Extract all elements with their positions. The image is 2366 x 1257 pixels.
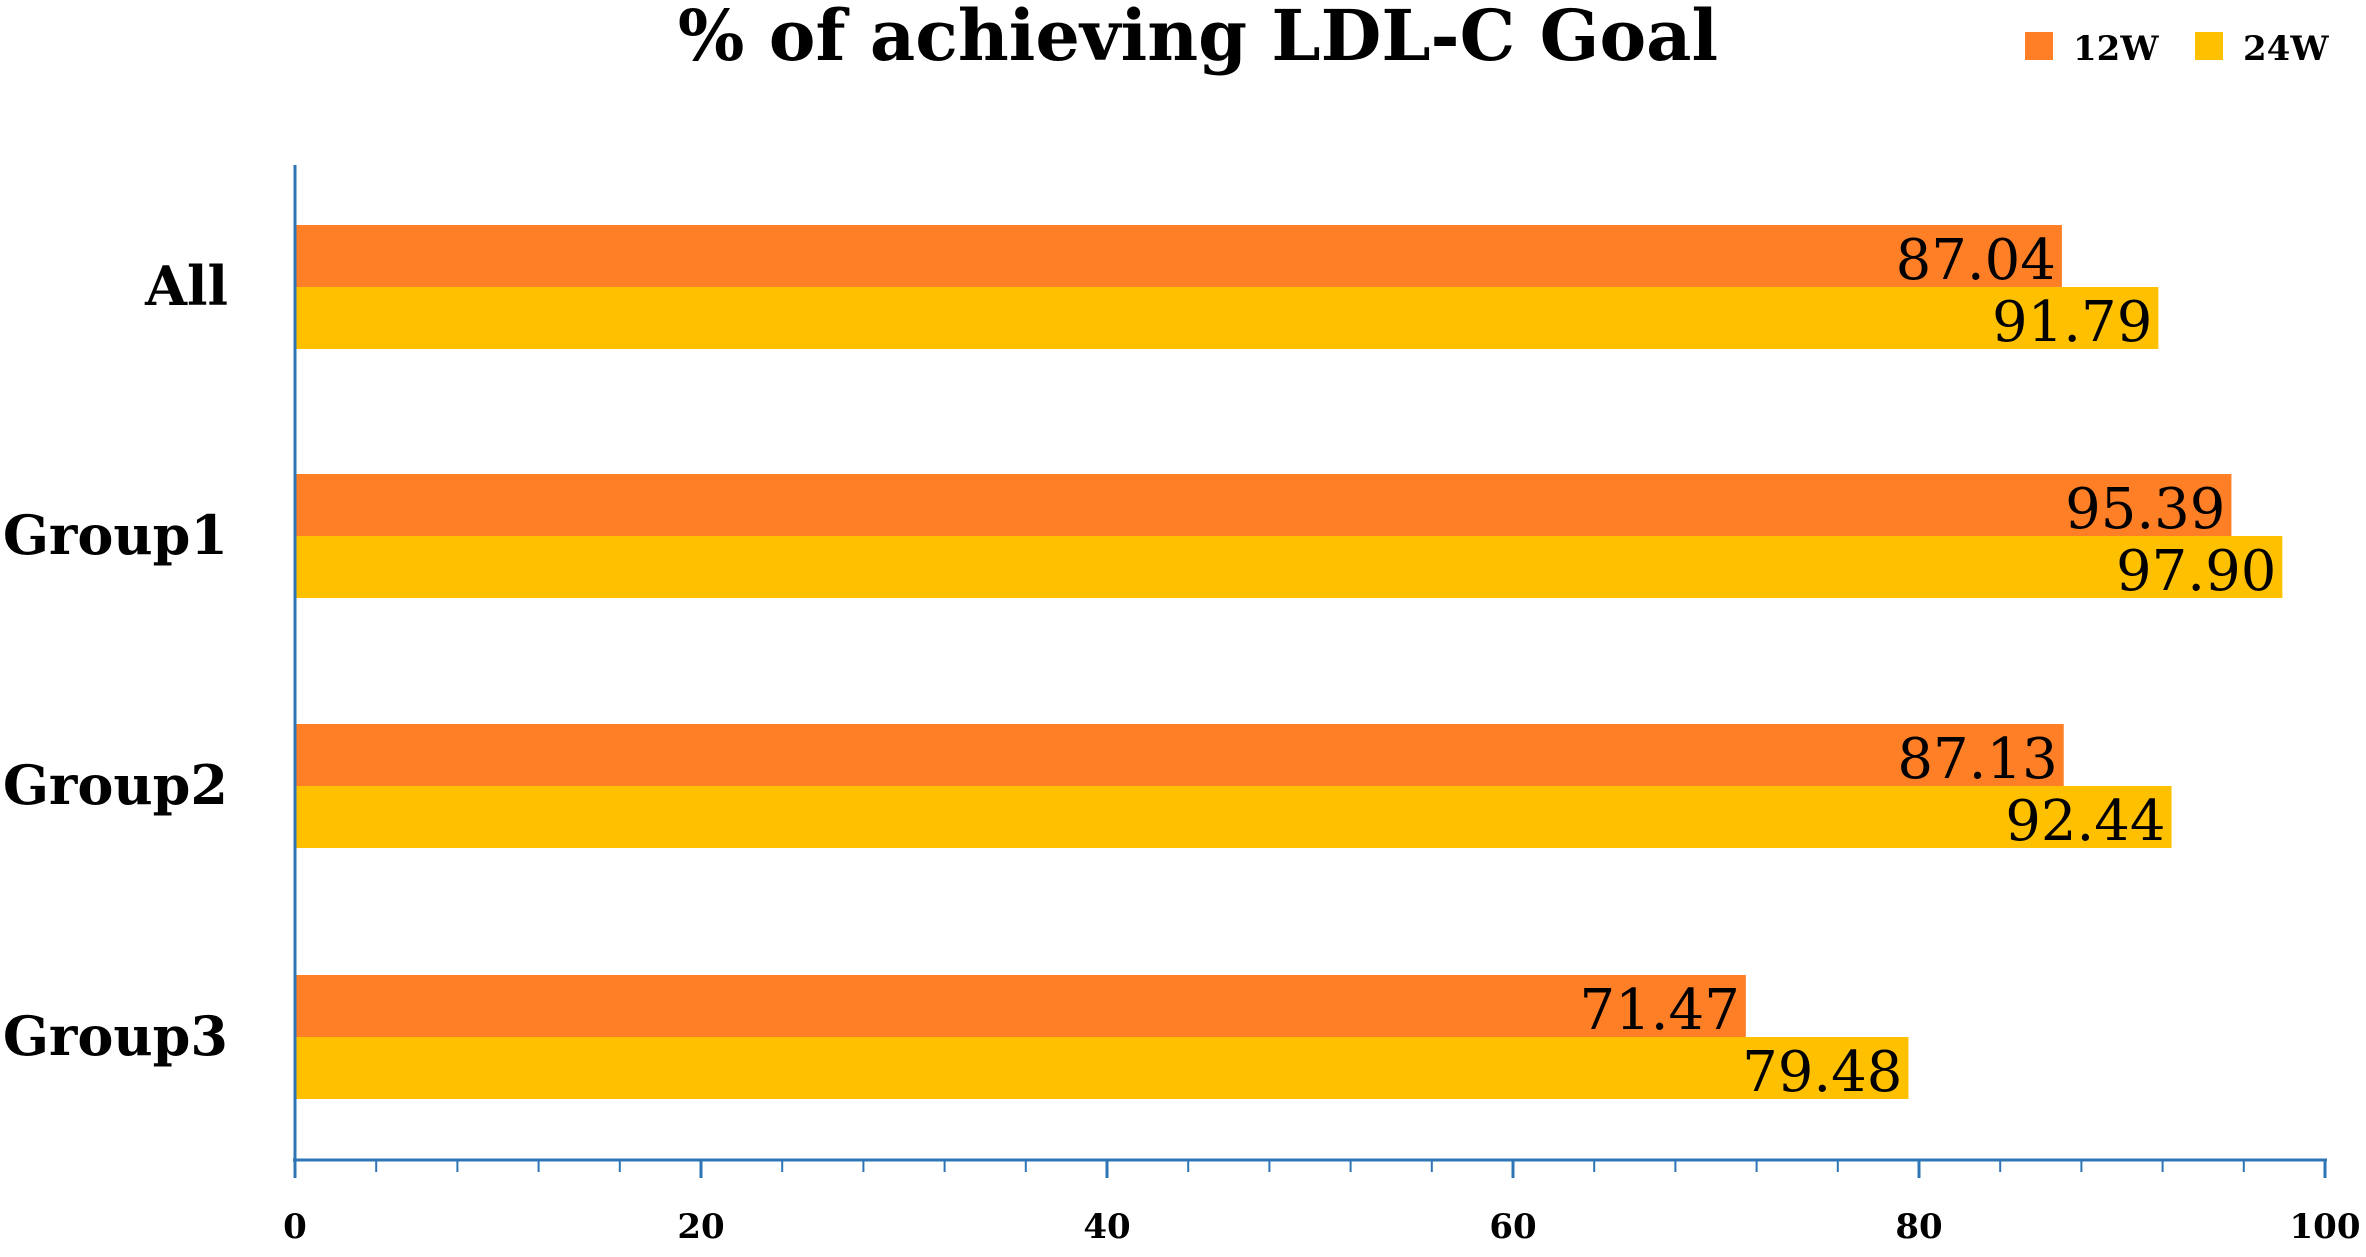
legend-swatch-24w <box>2195 32 2223 60</box>
bar-all-24w <box>295 287 2159 349</box>
value-label-group1-12w: 95.39 <box>2065 477 2225 542</box>
chart-title: % of achieving LDL-C Goal <box>678 0 1718 77</box>
value-label-group2-12w: 87.13 <box>1897 727 2057 792</box>
x-tick-label: 40 <box>1083 1207 1130 1247</box>
bar-group3-24w <box>295 1037 1909 1099</box>
value-label-all-12w: 87.04 <box>1896 228 2056 293</box>
legend-label-12w: 12W <box>2073 29 2159 69</box>
bar-group3-12w <box>295 975 1746 1037</box>
x-tick-label: 60 <box>1489 1207 1536 1247</box>
category-label-all: All <box>144 254 228 318</box>
category-label-group2: Group2 <box>3 753 228 817</box>
legend-label-24w: 24W <box>2243 29 2329 69</box>
bar-group2-12w <box>295 724 2064 786</box>
legend-swatch-12w <box>2025 32 2053 60</box>
axes-group: All Group1 Group2 Group3 0 20 40 60 80 100 <box>3 165 2361 1247</box>
value-label-group2-24w: 92.44 <box>2005 789 2165 854</box>
bar-group1-24w <box>295 536 2283 598</box>
value-label-group3-24w: 79.48 <box>1742 1040 1902 1105</box>
bar-group1-12w <box>295 474 2232 536</box>
value-label-group1-24w: 97.90 <box>2116 539 2276 604</box>
category-label-group3: Group3 <box>3 1004 228 1068</box>
bar-group2-24w <box>295 786 2172 848</box>
x-tick-label: 20 <box>677 1207 724 1247</box>
value-label-group3-12w: 71.47 <box>1580 978 1740 1043</box>
x-tick-label: 0 <box>283 1207 307 1247</box>
category-label-group1: Group1 <box>3 503 228 567</box>
x-tick-label: 80 <box>1895 1207 1942 1247</box>
bar-all-12w <box>295 225 2062 287</box>
legend: 12W 24W <box>2025 29 2329 69</box>
value-label-all-24w: 91.79 <box>1992 290 2152 355</box>
x-tick-label: 100 <box>2290 1207 2361 1247</box>
